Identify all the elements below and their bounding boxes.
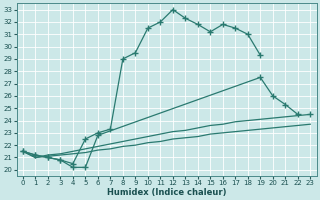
X-axis label: Humidex (Indice chaleur): Humidex (Indice chaleur): [107, 188, 226, 197]
